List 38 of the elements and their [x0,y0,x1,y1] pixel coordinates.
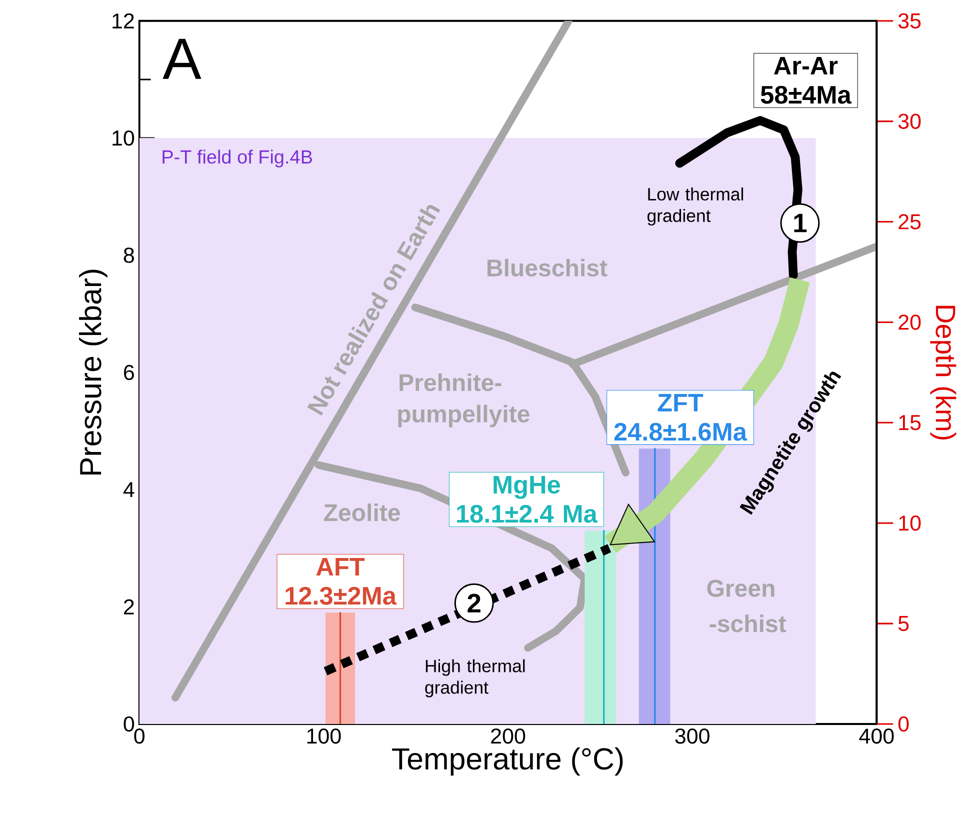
y2-tick-label: 35 [898,13,921,28]
x-axis-title: Temperature (°C) [392,747,623,776]
y-tick-label: 6 [124,364,134,380]
annotation: Low thermal gradient [648,187,744,226]
y2-tick-label: 25 [898,214,921,230]
x-tick-label: 200 [491,728,526,744]
annotation: Blueschist [488,258,608,276]
series-label: Ar-Ar 58±4Ma [760,56,852,104]
y-tick-label: 4 [123,482,134,497]
annotation: Prehnite- [400,373,502,392]
y2-tick-label: 0 [898,716,909,732]
y2-tick-label: 30 [898,114,921,129]
series-label: P-T field of Fig.4B [162,150,312,168]
y-tick-label: 8 [124,248,134,263]
y-tick-label: 12 [112,13,134,28]
y-tick-label: 0 [124,716,134,732]
annotation: 1 [794,214,807,232]
annotation: Zeolite [324,503,400,522]
annotation: 2 [468,594,480,612]
x-tick-label: 100 [307,728,341,744]
annotation: pumpellyite [398,404,530,428]
y2-tick-label: 15 [899,415,921,430]
annotation: Green [707,580,774,597]
x-tick-label: 400 [859,728,894,744]
annotation: -schist [710,614,786,632]
y2-tick-label: 20 [898,314,921,330]
x-tick-label: 300 [675,728,710,744]
series-label: AFT 12.3±2Ma [286,558,397,605]
x-tick-label: 0 [134,728,145,744]
y2-tick-label: 5 [898,616,909,631]
series-label: MgHe 18.1±2.4 Ma [457,476,598,523]
annotation: A [162,38,202,79]
y-tick-label: 10 [112,130,134,146]
y-tick-label: 2 [124,599,134,614]
y-axis-title: Pressure (kbar) [79,270,108,474]
annotation: High thermal gradient [425,659,525,698]
y2-tick-label: 10 [899,515,921,531]
y2-axis-title: Depth (km) [930,306,956,440]
